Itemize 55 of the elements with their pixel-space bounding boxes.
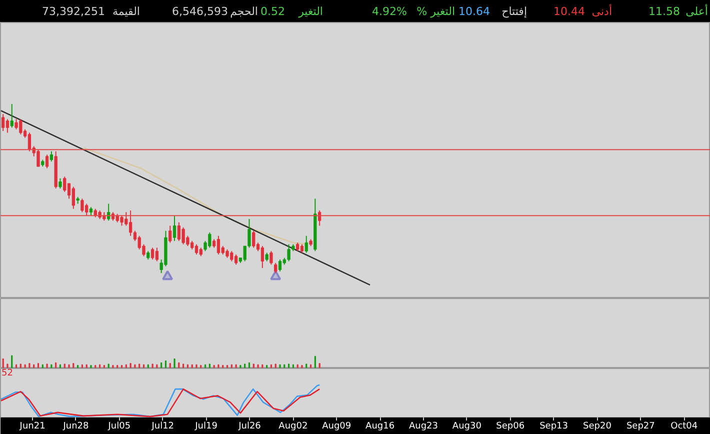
x-tick-label: Jul19 bbox=[194, 422, 218, 432]
x-tick-label: Jul05 bbox=[107, 422, 131, 432]
candlestick bbox=[28, 132, 32, 152]
text: 0.52 bbox=[260, 4, 285, 20]
text: 73,392,251 bbox=[42, 4, 105, 20]
text: القيمة bbox=[112, 4, 140, 20]
text: 10.64 bbox=[458, 4, 490, 20]
candlestick bbox=[278, 259, 282, 272]
candlestick bbox=[270, 250, 273, 266]
text: الحجم bbox=[230, 4, 258, 20]
candlestick bbox=[2, 114, 5, 132]
text: التغير % bbox=[416, 4, 455, 20]
text: 4.92% bbox=[372, 4, 407, 20]
candlestick bbox=[234, 254, 238, 266]
candlestick bbox=[274, 262, 278, 274]
candlestick bbox=[80, 198, 84, 213]
text: التغير bbox=[298, 4, 323, 20]
candlestick bbox=[63, 176, 66, 192]
text: 6,546,593 bbox=[172, 4, 228, 20]
x-tick-label: Oct04 bbox=[670, 422, 698, 432]
x-tick-label: Sep06 bbox=[496, 422, 525, 432]
candlestick bbox=[168, 225, 172, 244]
x-tick-label: Jun28 bbox=[62, 422, 90, 432]
text: 11.58 bbox=[648, 4, 680, 20]
candlestick bbox=[150, 247, 154, 260]
candlestick bbox=[45, 154, 49, 169]
x-tick-label: Aug30 bbox=[452, 422, 482, 432]
x-tick-label: Jul26 bbox=[238, 422, 262, 432]
candlestick bbox=[6, 118, 10, 134]
candlestick bbox=[155, 247, 158, 262]
x-tick-label: Sep20 bbox=[583, 422, 612, 432]
x-tick-label: Sep13 bbox=[540, 422, 568, 432]
x-tick-label: Jun21 bbox=[18, 422, 46, 432]
candlestick bbox=[252, 230, 256, 248]
x-tick-label: Aug02 bbox=[278, 422, 308, 432]
candlestick bbox=[128, 210, 132, 236]
candlestick bbox=[216, 235, 220, 255]
annotation: 52 bbox=[2, 368, 13, 378]
x-tick-label: Jul12 bbox=[150, 422, 174, 432]
candlestick bbox=[72, 186, 75, 210]
text: إفتتاح bbox=[502, 4, 527, 20]
text: 10.44 bbox=[554, 4, 585, 20]
candlestick bbox=[260, 246, 264, 269]
x-tick-label: Aug16 bbox=[366, 422, 395, 432]
x-tick-label: Aug09 bbox=[322, 422, 352, 432]
candlestick bbox=[304, 235, 308, 254]
candlestick bbox=[172, 215, 176, 242]
candlestick bbox=[194, 244, 198, 255]
x-tick-label: Sep27 bbox=[626, 422, 655, 432]
text: أعلى bbox=[686, 4, 708, 20]
candlestick bbox=[50, 150, 54, 162]
x-tick-label: Aug23 bbox=[408, 422, 438, 432]
candlestick bbox=[58, 178, 62, 190]
candlestick bbox=[10, 103, 14, 128]
text: أدنى bbox=[592, 4, 612, 20]
